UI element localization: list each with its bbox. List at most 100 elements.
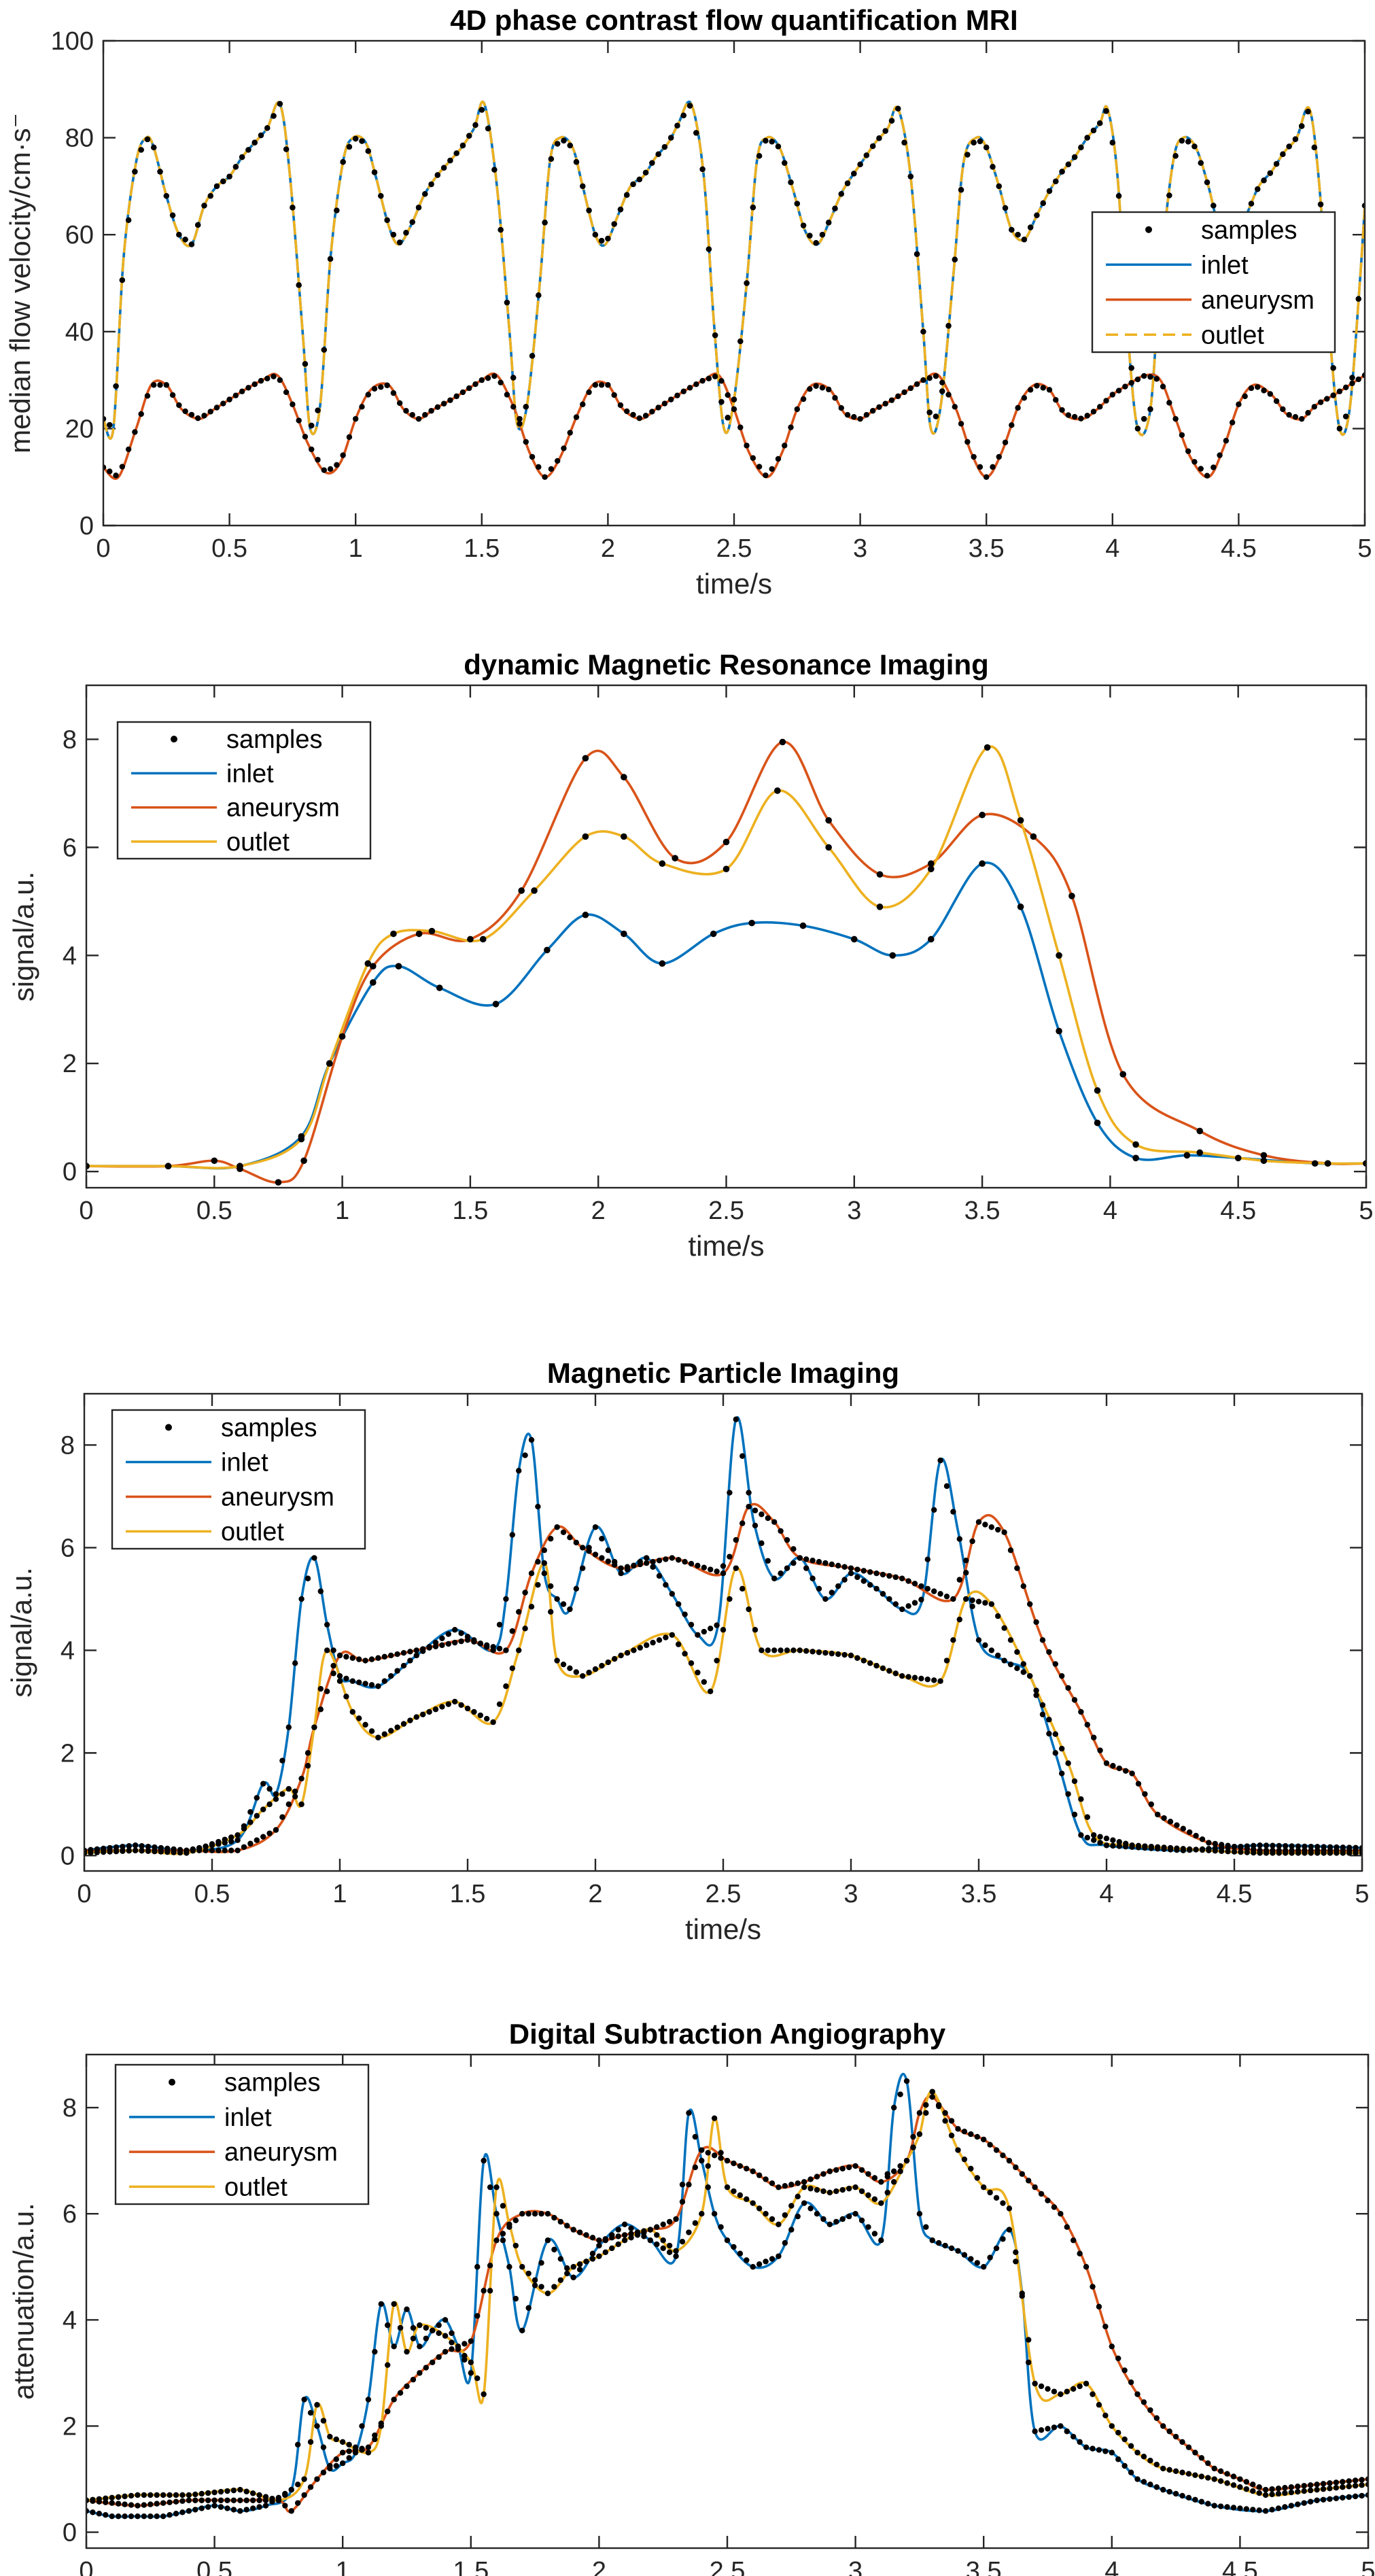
sample-point (1211, 2476, 1217, 2482)
sample-point (803, 1648, 810, 1654)
sample-point (1327, 2480, 1333, 2486)
sample-point (1096, 2447, 1102, 2453)
sample-point (333, 2462, 339, 2469)
sample-point (605, 235, 611, 242)
sample-point (144, 136, 151, 143)
sample-point (1071, 2237, 1077, 2244)
sample-point (542, 474, 548, 480)
sample-point (1134, 2476, 1141, 2482)
sample-point (1204, 179, 1211, 186)
y-axis-label: median flow velocity/cm·s⁻ (4, 113, 36, 453)
y-tick-label: 0 (60, 1842, 75, 1870)
sample-point (1051, 2424, 1058, 2431)
sample-point (237, 2508, 243, 2514)
sample-point (903, 2157, 910, 2164)
sample-point (876, 903, 884, 910)
sample-point (782, 2239, 788, 2246)
sample-point (407, 1649, 413, 1655)
sample-point (1172, 415, 1179, 422)
sample-point (391, 2343, 397, 2350)
sample-point (695, 1632, 701, 1638)
sample-point (899, 1672, 905, 1679)
sample-point (226, 173, 232, 179)
sample-point (739, 1520, 746, 1526)
sample-point (548, 1583, 554, 1590)
sample-point (750, 455, 756, 461)
sample-point (1103, 108, 1109, 114)
sample-point (720, 1563, 727, 1569)
sample-point (776, 2184, 782, 2191)
sample-point (937, 1457, 943, 1464)
y-tick-label: 8 (63, 725, 77, 754)
sample-point (466, 133, 472, 139)
sample-point (388, 1652, 394, 1659)
sample-point (1128, 2469, 1134, 2475)
sample-point (1248, 385, 1255, 392)
sample-point (686, 385, 693, 391)
sample-point (1147, 374, 1153, 380)
sample-point (472, 381, 478, 388)
sample-point (243, 2488, 249, 2494)
x-tick-label: 4.5 (1221, 534, 1257, 563)
sample-point (179, 2492, 186, 2498)
sample-point (628, 2235, 634, 2241)
sample-point (589, 2250, 596, 2256)
sample-point (1217, 2503, 1224, 2509)
sample-point (88, 1849, 94, 1856)
sample-point (1115, 192, 1122, 199)
sample-point (634, 2232, 641, 2238)
sample-point (964, 152, 971, 158)
sample-point (727, 1553, 733, 1560)
sample-point (916, 2210, 923, 2217)
sample-point (560, 1601, 567, 1607)
sample-point (688, 1621, 695, 1628)
sample-point (413, 1647, 419, 1653)
sample-point (576, 2261, 583, 2267)
sample-point (748, 919, 755, 927)
sample-point (1135, 1781, 1142, 1787)
sample-point (1336, 426, 1343, 432)
sample-point (518, 887, 525, 894)
sample-point (886, 1573, 892, 1579)
sample-point (621, 774, 627, 780)
sample-point (661, 143, 668, 150)
sample-point (605, 1558, 611, 1564)
sample-point (969, 1603, 975, 1609)
sample-point (256, 2492, 262, 2498)
sample-point (1030, 833, 1037, 840)
sample-point (739, 1585, 746, 1592)
sample-point (1237, 2484, 1243, 2490)
sample-point (109, 2500, 115, 2506)
sample-point (733, 1565, 739, 1571)
sample-point (945, 323, 952, 329)
sample-point (1349, 375, 1355, 381)
sample-point (498, 226, 504, 233)
sample-point (471, 1638, 477, 1645)
sample-point (782, 2183, 788, 2189)
x-tick-label: 1 (336, 2557, 350, 2576)
sample-point (1068, 893, 1075, 899)
sample-point (852, 2184, 858, 2191)
sample-point (876, 871, 884, 878)
sample-point (1288, 2503, 1295, 2509)
sample-point (439, 1704, 445, 1710)
sample-point (863, 411, 870, 418)
sample-point (911, 1600, 918, 1606)
sample-point (1064, 2428, 1070, 2435)
sample-point (1255, 186, 1261, 192)
sample-point (346, 2455, 352, 2461)
y-tick-label: 4 (60, 1636, 75, 1665)
sample-point (1166, 192, 1172, 199)
sample-point (699, 166, 706, 173)
sample-point (207, 409, 213, 415)
sample-point (731, 2188, 737, 2195)
chart-title: dynamic Magnetic Resonance Imaging (464, 649, 989, 681)
sample-point (1315, 1850, 1321, 1856)
sample-point (217, 2504, 224, 2510)
sample-point (1167, 1844, 1174, 1851)
sample-point (538, 2284, 544, 2290)
sample-point (186, 2497, 192, 2503)
sample-point (1051, 2204, 1058, 2210)
sample-point (362, 1681, 368, 1687)
